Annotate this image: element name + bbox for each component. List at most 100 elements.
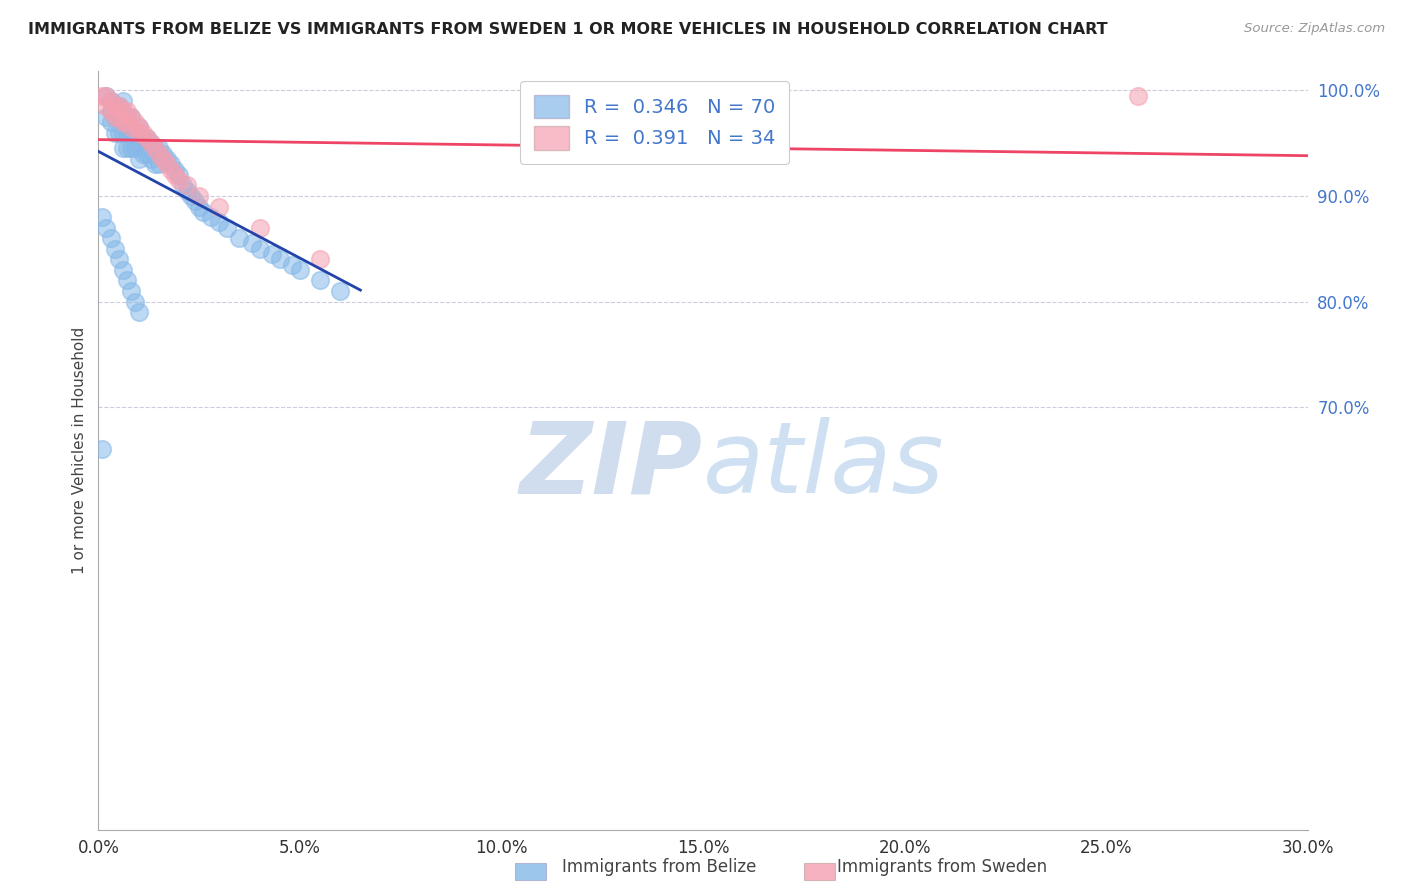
Point	[115, 141, 138, 155]
Point	[200, 210, 222, 224]
Point	[249, 220, 271, 235]
Point	[176, 184, 198, 198]
Text: Immigrants from Sweden: Immigrants from Sweden	[837, 858, 1046, 876]
Point	[281, 258, 304, 272]
Point	[128, 120, 150, 135]
Point	[228, 231, 250, 245]
Point	[309, 252, 332, 267]
Point	[208, 200, 231, 214]
Point	[91, 88, 114, 103]
Point	[120, 110, 142, 124]
Point	[115, 115, 138, 129]
Point	[120, 126, 142, 140]
Point	[143, 141, 166, 155]
Point	[132, 146, 155, 161]
Point	[111, 126, 134, 140]
Point	[115, 110, 138, 124]
Point	[329, 284, 352, 298]
Text: ZIP: ZIP	[520, 417, 703, 514]
Point	[107, 110, 129, 124]
Point	[167, 173, 190, 187]
Point	[111, 263, 134, 277]
Point	[124, 115, 146, 129]
Point	[240, 236, 263, 251]
Point	[152, 146, 174, 161]
Point	[135, 131, 157, 145]
Point	[96, 88, 118, 103]
Point	[120, 141, 142, 155]
Point	[115, 126, 138, 140]
Text: Source: ZipAtlas.com: Source: ZipAtlas.com	[1244, 22, 1385, 36]
Point	[100, 104, 122, 119]
Point	[103, 110, 125, 124]
Point	[1128, 88, 1150, 103]
Point	[128, 120, 150, 135]
Point	[111, 141, 134, 155]
Point	[100, 94, 122, 108]
Point	[100, 115, 122, 129]
Point	[288, 263, 311, 277]
Point	[100, 94, 122, 108]
Point	[188, 200, 211, 214]
Point	[132, 131, 155, 145]
Point	[309, 273, 332, 287]
Point	[148, 157, 170, 171]
Point	[249, 242, 271, 256]
Point	[128, 136, 150, 151]
Point	[100, 231, 122, 245]
Point	[111, 94, 134, 108]
Point	[103, 110, 125, 124]
Point	[208, 215, 231, 229]
Point	[115, 104, 138, 119]
Text: atlas: atlas	[703, 417, 945, 514]
Legend: R =  0.346   N = 70, R =  0.391   N = 34: R = 0.346 N = 70, R = 0.391 N = 34	[520, 81, 789, 163]
Point	[103, 99, 125, 113]
Point	[148, 141, 170, 155]
Point	[107, 99, 129, 113]
Point	[111, 104, 134, 119]
Point	[143, 157, 166, 171]
Point	[167, 168, 190, 182]
Point	[91, 210, 114, 224]
Point	[160, 162, 183, 177]
Point	[96, 110, 118, 124]
Point	[269, 252, 291, 267]
Point	[163, 162, 186, 177]
Point	[184, 194, 207, 209]
Point	[111, 115, 134, 129]
Point	[124, 126, 146, 140]
Point	[103, 99, 125, 113]
Point	[172, 178, 194, 193]
Point	[91, 442, 114, 457]
Point	[160, 157, 183, 171]
Point	[96, 99, 118, 113]
Y-axis label: 1 or more Vehicles in Household: 1 or more Vehicles in Household	[72, 326, 87, 574]
Point	[120, 284, 142, 298]
Point	[152, 152, 174, 166]
Point	[128, 152, 150, 166]
Text: Immigrants from Belize: Immigrants from Belize	[562, 858, 756, 876]
Point	[120, 110, 142, 124]
Point	[124, 294, 146, 309]
Point	[132, 126, 155, 140]
Point	[115, 273, 138, 287]
Point	[260, 247, 283, 261]
Point	[107, 99, 129, 113]
Point	[107, 126, 129, 140]
Point	[143, 141, 166, 155]
Point	[107, 110, 129, 124]
Point	[135, 146, 157, 161]
Point	[139, 136, 162, 151]
Text: IMMIGRANTS FROM BELIZE VS IMMIGRANTS FROM SWEDEN 1 OR MORE VEHICLES IN HOUSEHOLD: IMMIGRANTS FROM BELIZE VS IMMIGRANTS FRO…	[28, 22, 1108, 37]
Point	[156, 152, 179, 166]
Point	[163, 168, 186, 182]
Point	[128, 126, 150, 140]
Point	[135, 131, 157, 145]
Point	[217, 220, 239, 235]
Point	[180, 189, 202, 203]
Point	[156, 157, 179, 171]
Point	[139, 136, 162, 151]
Point	[124, 141, 146, 155]
Point	[139, 152, 162, 166]
Point	[193, 204, 215, 219]
